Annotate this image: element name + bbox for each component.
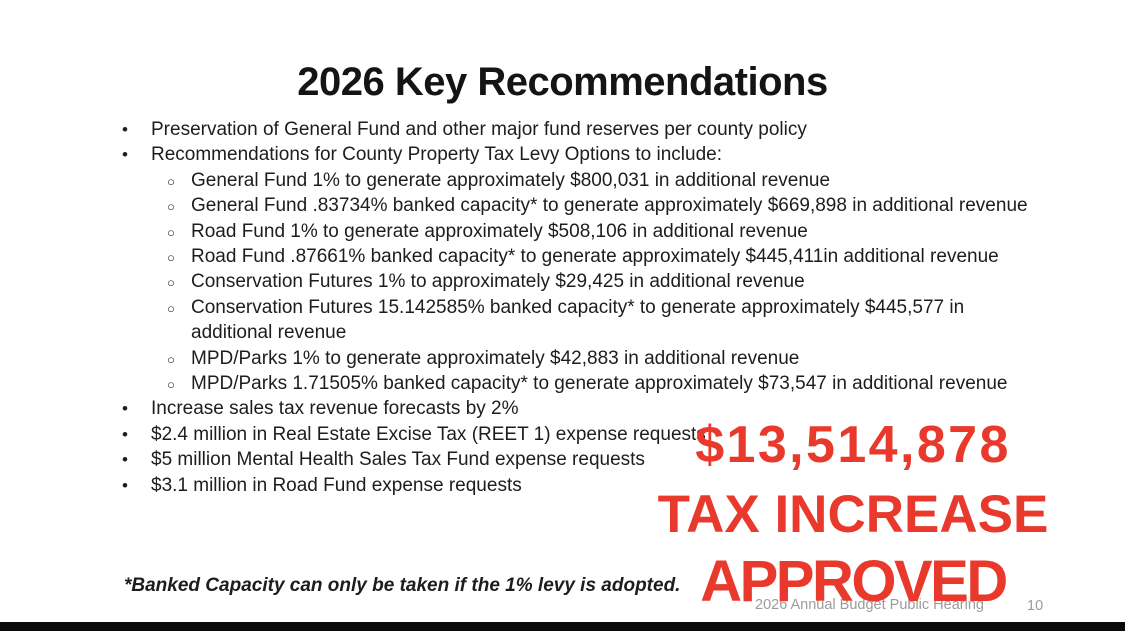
- bullet-text: Road Fund 1% to generate approximately $…: [191, 220, 808, 242]
- bullet-item: • Increase sales tax revenue forecasts by…: [120, 396, 1040, 421]
- overlay-amount-text: $13,514,878: [695, 416, 1011, 474]
- overlay-tax-increase-text: TAX INCREASE: [657, 485, 1049, 544]
- bullet-item: • Preservation of General Fund and other …: [120, 117, 1040, 142]
- bullet-text: MPD/Parks 1.71505% banked capacity* to g…: [191, 373, 1008, 395]
- bullet-item: • Recommendations for County Property Tax…: [120, 142, 1040, 167]
- bullet-dot-marker: •: [122, 145, 128, 165]
- bullet-item: ○ MPD/Parks 1% to generate approximately …: [120, 346, 1040, 371]
- bullet-circle-marker: ○: [167, 300, 175, 316]
- overlay-approved-text: APPROVED: [700, 549, 1008, 614]
- bullet-text: General Fund 1% to generate approximatel…: [191, 169, 831, 191]
- bullet-item: • $2.4 million in Real Estate Excise Tax …: [120, 422, 1040, 447]
- bullet-text: General Fund .83734% banked capacity* to…: [191, 195, 1028, 217]
- bullet-item: ○ MPD/Parks 1.71505% banked capacity* to …: [120, 371, 1040, 396]
- bullet-circle-marker: ○: [167, 173, 175, 189]
- bullet-item: ○ Road Fund 1% to generate approximately …: [120, 219, 1040, 244]
- bullet-circle-marker: ○: [167, 250, 175, 266]
- bullet-item: • $3.1 million in Road Fund expense reque…: [120, 473, 1040, 498]
- banked-capacity-footnote: *Banked Capacity can only be taken if th…: [124, 575, 681, 596]
- footer-caption: 2026 Annual Budget Public Hearing: [755, 597, 984, 613]
- bullet-circle-marker: ○: [167, 351, 175, 367]
- bullet-text: Road Fund .87661% banked capacity* to ge…: [191, 246, 999, 268]
- bullet-item: • $5 million Mental Health Sales Tax Fund…: [120, 447, 1040, 472]
- bullet-text: Conservation Futures 15.142585% banked c…: [191, 296, 965, 344]
- bullet-dot-marker: •: [122, 424, 128, 444]
- bottom-bar: [0, 622, 1125, 631]
- slide-title: 2026 Key Recommendations: [297, 59, 828, 104]
- bullet-text: MPD/Parks 1% to generate approximately $…: [191, 347, 800, 369]
- bullet-text: $5 million Mental Health Sales Tax Fund …: [151, 449, 645, 471]
- bullet-text: Recommendations for County Property Tax …: [151, 144, 722, 166]
- bullet-item: ○ Road Fund .87661% banked capacity* to g…: [120, 244, 1040, 269]
- bullet-text: $2.4 million in Real Estate Excise Tax (…: [151, 423, 706, 445]
- bullet-text: $3.1 million in Road Fund expense reques…: [151, 474, 522, 496]
- bullet-circle-marker: ○: [167, 224, 175, 240]
- bullet-item: ○ General Fund .83734% banked capacity* t…: [120, 193, 1040, 218]
- bullet-text: Conservation Futures 1% to approximately…: [191, 271, 805, 293]
- page-number: 10: [1027, 598, 1044, 614]
- bullet-item: ○ Conservation Futures 1% to approximatel…: [120, 269, 1040, 294]
- bullet-dot-marker: •: [122, 399, 128, 419]
- bullet-text: Increase sales tax revenue forecasts by …: [151, 398, 519, 420]
- bullet-dot-marker: •: [122, 120, 128, 139]
- bullet-dot-marker: •: [122, 475, 128, 495]
- bullet-text: Preservation of General Fund and other m…: [151, 119, 807, 140]
- bullet-circle-marker: ○: [167, 377, 175, 393]
- bullet-list: • Preservation of General Fund and other …: [120, 117, 1040, 498]
- bullet-item: ○ General Fund 1% to generate approximate…: [120, 168, 1040, 193]
- bullet-circle-marker: ○: [167, 199, 175, 215]
- bullet-circle-marker: ○: [167, 275, 175, 291]
- bullet-dot-marker: •: [122, 450, 128, 470]
- bullet-item: ○ Conservation Futures 15.142585% banked …: [120, 295, 1040, 346]
